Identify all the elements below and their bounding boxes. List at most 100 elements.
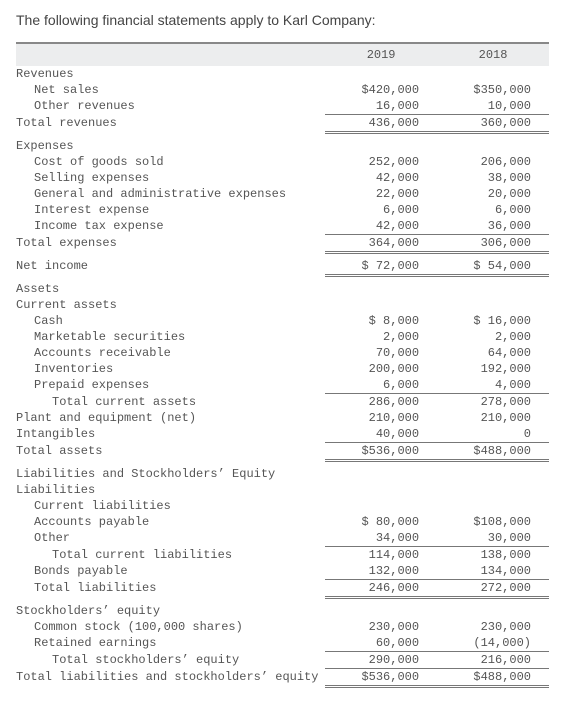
header-blank: [16, 43, 325, 66]
row-value-2019: [325, 297, 437, 313]
row-label: Accounts payable: [16, 514, 325, 530]
row-label: Revenues: [16, 66, 325, 82]
row-value-2018: [437, 603, 549, 619]
row-label: Current assets: [16, 297, 325, 313]
row-label: Income tax expense: [16, 218, 325, 235]
row-value-2019: [325, 482, 437, 498]
table-row: Total revenues436,000360,000: [16, 115, 549, 133]
row-label: Intangibles: [16, 426, 325, 443]
row-value-2019: $ 80,000: [325, 514, 437, 530]
table-row: Assets: [16, 281, 549, 297]
row-value-2019: $ 72,000: [325, 258, 437, 276]
row-value-2019: [325, 138, 437, 154]
row-label: Assets: [16, 281, 325, 297]
row-label: Total current liabilities: [16, 547, 325, 564]
row-label: Retained earnings: [16, 635, 325, 652]
table-row: Income tax expense42,00036,000: [16, 218, 549, 235]
table-row: Accounts payable$ 80,000$108,000: [16, 514, 549, 530]
row-label: Plant and equipment (net): [16, 410, 325, 426]
table-row: Inventories200,000192,000: [16, 361, 549, 377]
row-value-2019: [325, 466, 437, 482]
row-label: Total assets: [16, 443, 325, 461]
row-value-2019: $536,000: [325, 669, 437, 687]
table-row: Common stock (100,000 shares)230,000230,…: [16, 619, 549, 635]
table-row: Selling expenses42,00038,000: [16, 170, 549, 186]
row-value-2018: [437, 281, 549, 297]
row-label: General and administrative expenses: [16, 186, 325, 202]
row-value-2019: 22,000: [325, 186, 437, 202]
row-value-2019: 40,000: [325, 426, 437, 443]
header-year-1: 2019: [325, 43, 437, 66]
row-value-2019: 252,000: [325, 154, 437, 170]
table-row: Net income$ 72,000$ 54,000: [16, 258, 549, 276]
row-label: Cash: [16, 313, 325, 329]
row-value-2018: 272,000: [437, 580, 549, 598]
table-row: Total current liabilities114,000138,000: [16, 547, 549, 564]
row-value-2019: 290,000: [325, 652, 437, 669]
table-row: Accounts receivable70,00064,000: [16, 345, 549, 361]
row-value-2019: 114,000: [325, 547, 437, 564]
row-label: Accounts receivable: [16, 345, 325, 361]
row-value-2019: 70,000: [325, 345, 437, 361]
row-label: Common stock (100,000 shares): [16, 619, 325, 635]
table-row: Stockholders’ equity: [16, 603, 549, 619]
header-row: 2019 2018: [16, 43, 549, 66]
row-value-2018: $ 54,000: [437, 258, 549, 276]
table-row: Other34,00030,000: [16, 530, 549, 547]
table-row: General and administrative expenses22,00…: [16, 186, 549, 202]
row-value-2019: 42,000: [325, 218, 437, 235]
row-label: Inventories: [16, 361, 325, 377]
table-row: Bonds payable132,000134,000: [16, 563, 549, 580]
row-value-2019: [325, 281, 437, 297]
table-row: Net sales$420,000$350,000: [16, 82, 549, 98]
row-label: Stockholders’ equity: [16, 603, 325, 619]
row-value-2018: $ 16,000: [437, 313, 549, 329]
table-row: Intangibles40,0000: [16, 426, 549, 443]
row-value-2019: [325, 498, 437, 514]
table-row: Liabilities: [16, 482, 549, 498]
row-value-2018: [437, 138, 549, 154]
financial-statements-table: 2019 2018 RevenuesNet sales$420,000$350,…: [16, 42, 549, 692]
row-value-2018: 306,000: [437, 235, 549, 253]
row-label: Net income: [16, 258, 325, 276]
row-value-2019: 286,000: [325, 394, 437, 411]
row-value-2019: 6,000: [325, 377, 437, 394]
row-value-2019: 210,000: [325, 410, 437, 426]
row-label: Prepaid expenses: [16, 377, 325, 394]
table-row: Prepaid expenses6,0004,000: [16, 377, 549, 394]
row-value-2019: 60,000: [325, 635, 437, 652]
row-value-2018: 210,000: [437, 410, 549, 426]
row-value-2019: $ 8,000: [325, 313, 437, 329]
table-row: Total current assets286,000278,000: [16, 394, 549, 411]
row-label: Cost of goods sold: [16, 154, 325, 170]
row-value-2018: (14,000): [437, 635, 549, 652]
row-value-2019: 16,000: [325, 98, 437, 115]
row-value-2019: $536,000: [325, 443, 437, 461]
row-label: Total revenues: [16, 115, 325, 133]
row-value-2018: 20,000: [437, 186, 549, 202]
row-value-2018: 134,000: [437, 563, 549, 580]
row-value-2018: 36,000: [437, 218, 549, 235]
row-value-2018: 10,000: [437, 98, 549, 115]
row-label: Liabilities: [16, 482, 325, 498]
row-value-2019: 230,000: [325, 619, 437, 635]
row-value-2018: 30,000: [437, 530, 549, 547]
row-value-2018: 64,000: [437, 345, 549, 361]
row-value-2018: $350,000: [437, 82, 549, 98]
row-value-2019: 6,000: [325, 202, 437, 218]
row-value-2019: 132,000: [325, 563, 437, 580]
row-value-2019: 246,000: [325, 580, 437, 598]
row-value-2018: 278,000: [437, 394, 549, 411]
row-value-2019: 42,000: [325, 170, 437, 186]
row-value-2018: 192,000: [437, 361, 549, 377]
row-value-2018: 2,000: [437, 329, 549, 345]
table-row: Total liabilities and stockholders’ equi…: [16, 669, 549, 687]
table-row: Current assets: [16, 297, 549, 313]
row-value-2019: 364,000: [325, 235, 437, 253]
row-label: Total liabilities: [16, 580, 325, 598]
row-value-2018: 206,000: [437, 154, 549, 170]
row-value-2018: [437, 297, 549, 313]
row-value-2018: [437, 498, 549, 514]
row-value-2019: 200,000: [325, 361, 437, 377]
table-row: Cost of goods sold252,000206,000: [16, 154, 549, 170]
